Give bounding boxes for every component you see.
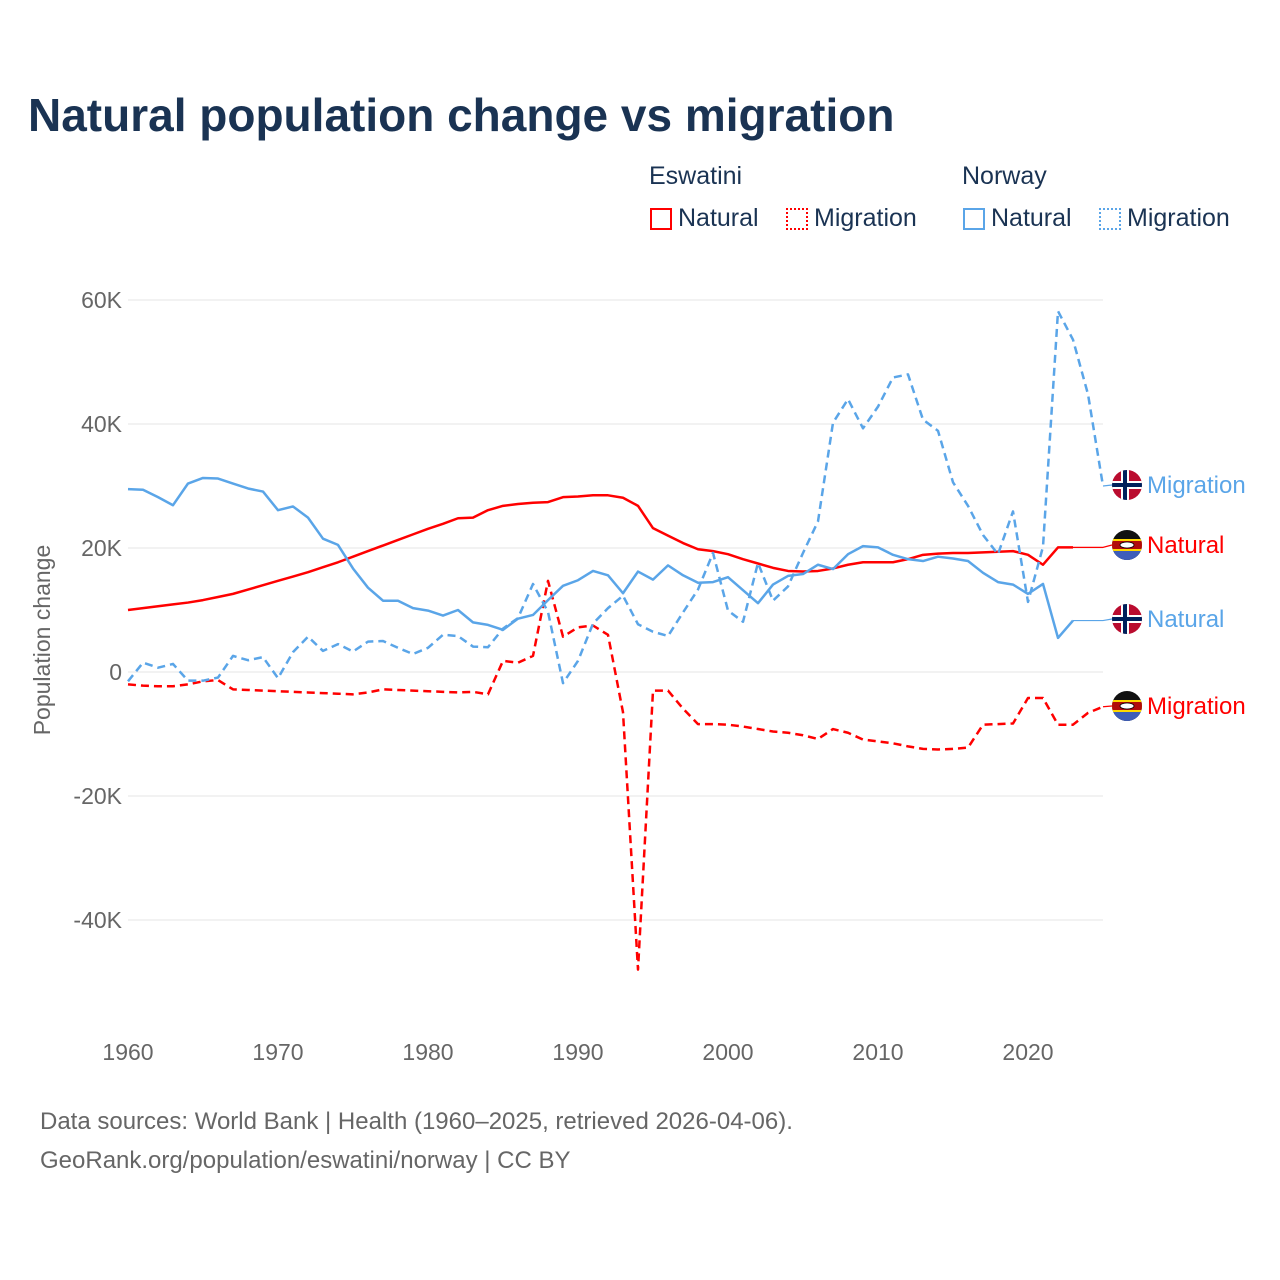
series-end-label: Natural — [1147, 606, 1224, 633]
flag-shield — [1119, 702, 1135, 710]
flag-stripe — [1112, 550, 1142, 560]
flag-shield — [1119, 541, 1135, 549]
x-tick-label: 1990 — [552, 1039, 603, 1065]
flag-stripe — [1112, 711, 1142, 721]
norway-flag-icon — [1112, 470, 1142, 500]
series-end-label: Migration — [1147, 472, 1246, 499]
flag-body — [1112, 604, 1142, 634]
series-line — [127, 309, 1105, 685]
legend-swatch-solid-icon — [963, 207, 985, 230]
eswatini-flag-icon — [1112, 691, 1142, 721]
norway-flag-icon — [1112, 604, 1142, 634]
x-tick-label: 2000 — [702, 1039, 753, 1065]
legend-item-eswatini-migration[interactable]: Migration — [786, 204, 917, 233]
y-tick-label: 0 — [109, 659, 122, 685]
series-norway-migration: Migration — [127, 309, 1246, 685]
eswatini-flag-icon — [1112, 530, 1142, 560]
legend-label: Natural — [991, 204, 1072, 232]
label-connector — [1073, 544, 1113, 548]
series-eswatini-natural: Natural — [127, 494, 1224, 612]
y-tick-label: 20K — [81, 535, 123, 561]
label-connector — [1102, 484, 1113, 487]
legend-item-norway-migration[interactable]: Migration — [1099, 204, 1230, 233]
legend-label: Natural — [678, 204, 759, 232]
legend-item-norway-natural[interactable]: Natural — [963, 204, 1072, 233]
x-tick-label: 1960 — [102, 1039, 153, 1065]
legend-label: Migration — [1127, 204, 1230, 232]
label-connector — [1073, 618, 1113, 622]
legend-item-eswatini-natural[interactable]: Natural — [650, 204, 759, 233]
legend-group-eswatini: Eswatini — [649, 162, 743, 190]
series-norway-natural: Natural — [127, 476, 1224, 640]
x-tick-label: 1980 — [402, 1039, 453, 1065]
flag-cross — [1123, 604, 1127, 634]
series-line — [127, 579, 1104, 971]
label-connector — [1102, 705, 1113, 708]
legend-swatch-dotted-icon — [1099, 207, 1121, 230]
series-line — [127, 494, 1073, 612]
chart-title: Natural population change vs migration — [28, 89, 895, 141]
series-line — [127, 476, 1074, 640]
series-eswatini-migration: Migration — [127, 579, 1246, 971]
y-tick-label: 60K — [81, 287, 123, 313]
flag-cross — [1123, 470, 1127, 500]
series-end-label: Natural — [1147, 532, 1224, 559]
footer-link[interactable]: GeoRank.org/population/eswatini/norway |… — [40, 1147, 571, 1174]
x-tick-label: 2010 — [852, 1039, 903, 1065]
flag-body — [1112, 691, 1142, 721]
y-tick-label: -40K — [73, 907, 122, 933]
legend-label: Migration — [814, 204, 917, 232]
series-end-label: Migration — [1147, 693, 1246, 720]
flag-body — [1112, 470, 1142, 500]
footer-sources: Data sources: World Bank | Health (1960–… — [40, 1108, 793, 1135]
x-tick-label: 2020 — [1002, 1039, 1053, 1065]
x-tick-label: 1970 — [252, 1039, 303, 1065]
legend-group-norway: Norway — [962, 162, 1047, 190]
legend-swatch-solid-icon — [650, 207, 672, 230]
y-tick-label: -20K — [73, 783, 122, 809]
flag-body — [1112, 530, 1142, 560]
y-axis-label: Population change — [29, 545, 55, 736]
y-tick-label: 40K — [81, 411, 123, 437]
legend-swatch-dotted-icon — [786, 207, 808, 230]
